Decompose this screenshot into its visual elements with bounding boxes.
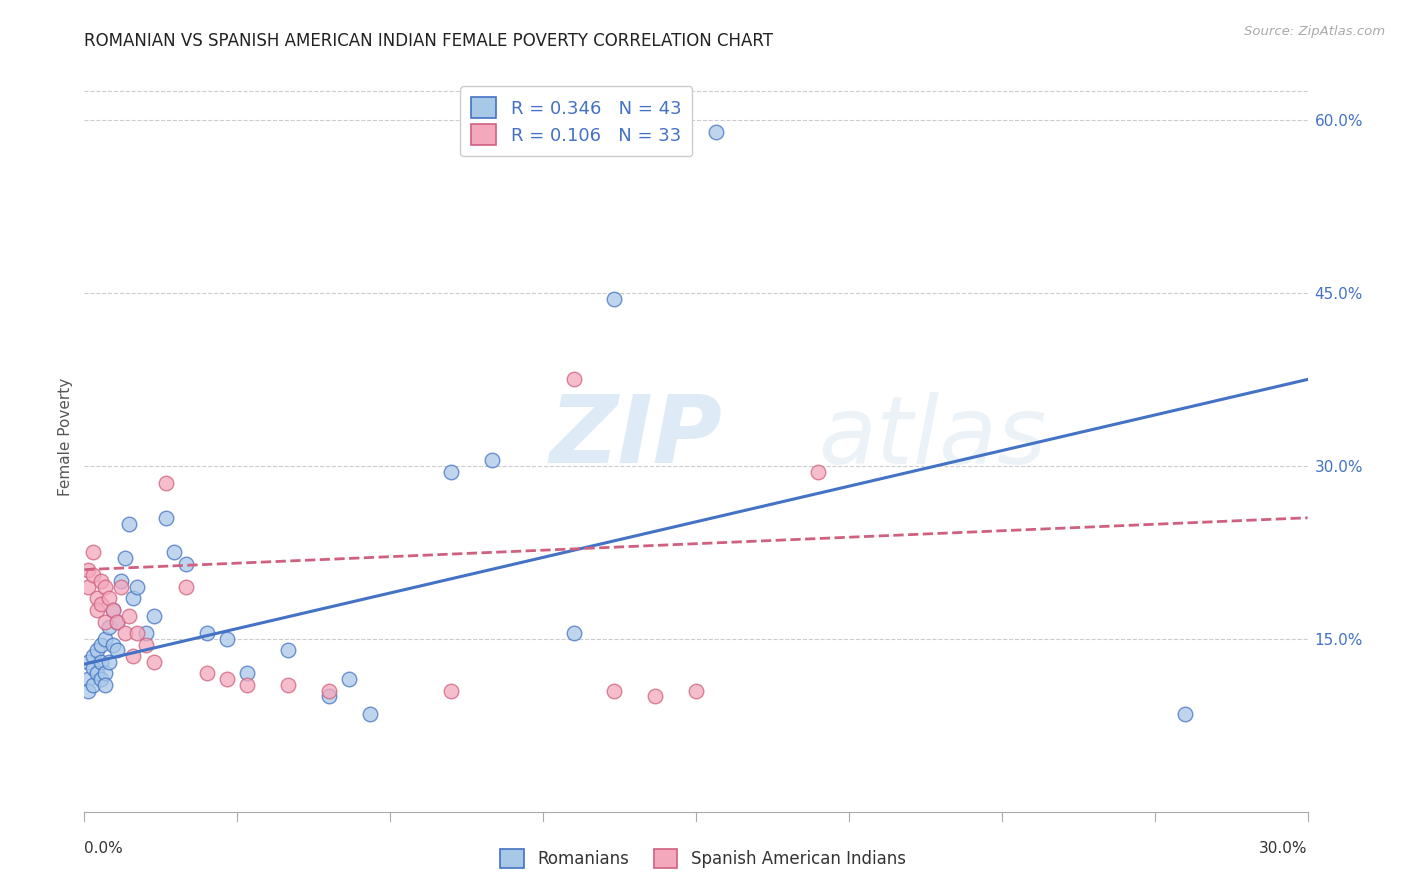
Point <box>603 292 626 306</box>
Point <box>110 580 132 594</box>
Point <box>236 666 259 681</box>
Point <box>105 615 128 629</box>
Point <box>105 643 128 657</box>
Point <box>82 678 104 692</box>
Point <box>318 683 340 698</box>
Point <box>93 632 115 646</box>
Point <box>440 683 463 698</box>
Point <box>440 465 463 479</box>
Point <box>86 666 108 681</box>
Point <box>217 672 239 686</box>
Point <box>93 678 115 692</box>
Point <box>93 666 115 681</box>
Point <box>101 603 124 617</box>
Text: 0.0%: 0.0% <box>84 840 124 855</box>
Legend: R = 0.346   N = 43, R = 0.106   N = 33: R = 0.346 N = 43, R = 0.106 N = 33 <box>460 87 692 156</box>
Text: Source: ZipAtlas.com: Source: ZipAtlas.com <box>1244 25 1385 38</box>
Point <box>277 678 299 692</box>
Point <box>142 608 165 623</box>
Point <box>93 615 115 629</box>
Point <box>118 608 141 623</box>
Point <box>1174 706 1197 721</box>
Point <box>97 591 120 606</box>
Point <box>114 551 136 566</box>
Point <box>277 643 299 657</box>
Point <box>118 516 141 531</box>
Point <box>82 568 104 582</box>
Legend: Romanians, Spanish American Indians: Romanians, Spanish American Indians <box>494 842 912 875</box>
Point <box>127 626 149 640</box>
Point <box>174 580 197 594</box>
Point <box>77 672 100 686</box>
Point <box>90 672 112 686</box>
Point <box>318 690 340 704</box>
Point <box>142 655 165 669</box>
Point <box>110 574 132 589</box>
Point <box>86 603 108 617</box>
Point <box>90 638 112 652</box>
Point <box>82 649 104 664</box>
Point <box>105 615 128 629</box>
Point <box>90 655 112 669</box>
Point <box>101 603 124 617</box>
Point <box>339 672 361 686</box>
Point <box>562 372 585 386</box>
Point <box>122 591 145 606</box>
Point <box>97 655 120 669</box>
Text: 30.0%: 30.0% <box>1260 840 1308 855</box>
Point <box>90 597 112 611</box>
Point <box>359 706 381 721</box>
Point <box>77 563 100 577</box>
Point <box>86 643 108 657</box>
Point <box>93 580 115 594</box>
Point <box>77 655 100 669</box>
Point <box>163 545 186 559</box>
Point <box>155 476 177 491</box>
Point <box>82 660 104 674</box>
Point <box>195 626 218 640</box>
Point <box>807 465 830 479</box>
Y-axis label: Female Poverty: Female Poverty <box>58 378 73 496</box>
Point <box>195 666 218 681</box>
Point <box>77 580 100 594</box>
Point <box>86 591 108 606</box>
Point <box>82 545 104 559</box>
Point <box>114 626 136 640</box>
Point <box>97 620 120 634</box>
Text: ROMANIAN VS SPANISH AMERICAN INDIAN FEMALE POVERTY CORRELATION CHART: ROMANIAN VS SPANISH AMERICAN INDIAN FEMA… <box>84 32 773 50</box>
Point <box>644 690 666 704</box>
Point <box>135 626 157 640</box>
Point <box>101 638 124 652</box>
Point <box>706 125 728 139</box>
Point <box>217 632 239 646</box>
Text: ZIP: ZIP <box>550 391 723 483</box>
Point <box>562 626 585 640</box>
Point <box>603 683 626 698</box>
Point <box>685 683 707 698</box>
Point <box>77 683 100 698</box>
Point <box>122 649 145 664</box>
Point <box>127 580 149 594</box>
Point <box>90 574 112 589</box>
Point <box>236 678 259 692</box>
Text: atlas: atlas <box>818 392 1046 483</box>
Point <box>135 638 157 652</box>
Point <box>481 453 503 467</box>
Point <box>174 557 197 571</box>
Point <box>155 510 177 524</box>
